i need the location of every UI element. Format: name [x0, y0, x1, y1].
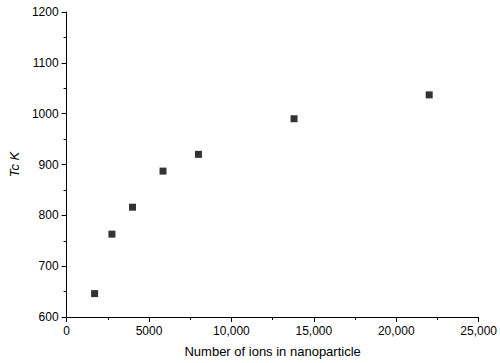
svg-text:5000: 5000	[136, 324, 163, 338]
svg-text:900: 900	[39, 158, 59, 172]
svg-text:1100: 1100	[33, 56, 59, 70]
svg-text:1000: 1000	[32, 107, 59, 121]
svg-text:600: 600	[39, 310, 59, 324]
svg-text:15,000: 15,000	[295, 324, 332, 338]
svg-text:Number of ions in nanoparticle: Number of ions in nanoparticle	[184, 344, 360, 359]
svg-text:0: 0	[63, 324, 70, 338]
svg-text:20,000: 20,000	[378, 324, 415, 338]
svg-text:700: 700	[39, 259, 59, 273]
svg-text:10,000: 10,000	[213, 324, 250, 338]
svg-text:1200: 1200	[32, 5, 59, 19]
svg-text:800: 800	[39, 208, 59, 222]
svg-text:25,000: 25,000	[460, 324, 497, 338]
svg-text:Tc K: Tc K	[7, 150, 22, 177]
